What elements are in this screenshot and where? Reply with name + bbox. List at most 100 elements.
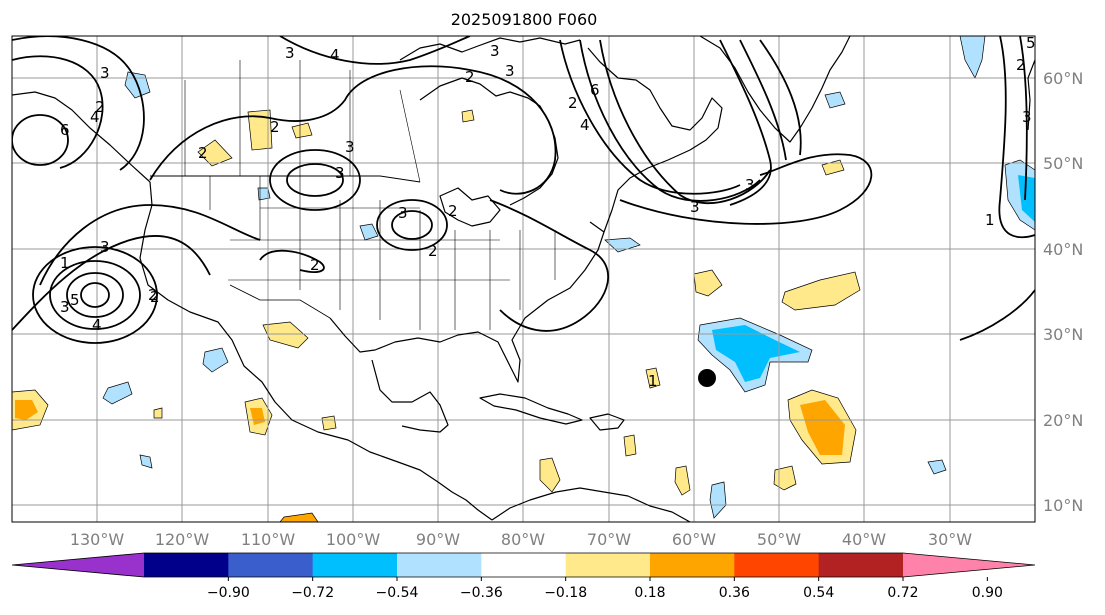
lon-label: 110°W xyxy=(241,530,296,549)
contour-line xyxy=(12,235,211,331)
neg-anomaly-region xyxy=(202,347,229,373)
contour-line xyxy=(739,39,787,161)
pos-anomaly-region xyxy=(821,159,845,176)
lon-label: 100°W xyxy=(326,530,381,549)
pos-anomaly-core xyxy=(800,400,845,455)
state-borders xyxy=(209,176,556,330)
contour-line xyxy=(66,272,124,318)
contour-label: 6 xyxy=(60,121,70,139)
contour-line xyxy=(579,39,761,202)
colorbar-tick-label: 0.90 xyxy=(972,585,1003,601)
pos-anomaly-region xyxy=(153,407,163,419)
contour-line xyxy=(489,199,609,332)
contour-label: 3 xyxy=(490,42,500,60)
contour-lines xyxy=(12,36,1035,344)
europe-africa-coast xyxy=(1027,59,1035,131)
colorbar-segment xyxy=(734,553,820,577)
pos-anomaly-region xyxy=(291,122,313,139)
contour-line xyxy=(279,36,471,65)
pos-anomaly-region xyxy=(262,321,309,349)
contour-label: 2 xyxy=(95,98,105,116)
lat-label: 20°N xyxy=(1043,411,1083,430)
contour-line xyxy=(80,282,110,308)
contour-line xyxy=(269,149,361,211)
colorbar-segment xyxy=(228,553,314,577)
contour-line xyxy=(32,246,158,344)
neg-anomaly-region xyxy=(139,454,153,469)
contour-label: 2 xyxy=(465,68,475,86)
lon-label: 130°W xyxy=(70,530,125,549)
colorbar-outline xyxy=(11,552,1036,578)
pos-anomaly-region xyxy=(279,512,319,522)
contour-line xyxy=(259,249,325,273)
colorbar-tick-label: −0.90 xyxy=(207,585,250,601)
lon-label: 120°W xyxy=(155,530,210,549)
neg-anomaly-region xyxy=(824,91,846,109)
lat-label: 40°N xyxy=(1043,240,1083,259)
south-america-coast xyxy=(491,487,691,522)
great-lakes xyxy=(439,187,501,227)
pos-anomaly-region xyxy=(781,271,861,311)
contour-label: 2 xyxy=(428,242,438,260)
contour-line xyxy=(12,55,104,169)
north-america-coast xyxy=(139,181,493,521)
neg-anomaly-region xyxy=(709,481,727,519)
neg-anomaly-region xyxy=(102,381,133,405)
lon-label: 80°W xyxy=(501,530,545,549)
coastlines xyxy=(12,36,1035,522)
contour-label: 1 xyxy=(60,254,70,272)
colorbar-tick-label: 0.54 xyxy=(803,585,834,601)
contour-line xyxy=(719,39,772,206)
contour-label: 3 xyxy=(1022,108,1032,126)
alaska-coast xyxy=(12,91,151,183)
mexico-borders xyxy=(229,284,331,319)
pos-anomaly-region xyxy=(645,367,661,389)
yucatan-coast xyxy=(371,359,449,433)
graticule xyxy=(12,36,1035,522)
contour-label: 3 xyxy=(345,138,355,156)
contour-label: 2 xyxy=(150,288,160,306)
contour-label: 2 xyxy=(448,202,458,220)
colorbar-tick-label: −0.54 xyxy=(376,585,419,601)
lat-label: 50°N xyxy=(1043,154,1083,173)
contour-line xyxy=(376,199,448,251)
neg-anomaly-region xyxy=(927,459,947,475)
colorbar-segment xyxy=(481,553,567,577)
contour-label-layer: 3 4 3 2 2 3 6 4 3 2 3 2 2 4 3 2 3 2 1 3 … xyxy=(60,36,1035,390)
contour-label: 3 xyxy=(745,176,755,194)
contour-label: 4 xyxy=(580,116,590,134)
colorbar-extend-high xyxy=(903,553,1035,577)
plot-title: 2025091800 F060 xyxy=(450,10,598,29)
longitude-axis: 130°W 120°W 110°W 100°W 90°W 80°W 70°W 6… xyxy=(70,530,972,549)
contour-label: 1 xyxy=(985,211,995,229)
contour-label: 3 xyxy=(60,298,70,316)
lat-label: 60°N xyxy=(1043,69,1083,88)
contour-line xyxy=(149,65,557,195)
cuba-coast xyxy=(479,393,583,425)
contour-label: 3 xyxy=(505,62,515,80)
contour-line xyxy=(759,39,802,156)
contour-line xyxy=(959,289,1035,341)
neg-anomaly-region xyxy=(959,36,986,79)
lat-label: 30°N xyxy=(1043,325,1083,344)
contour-label: 4 xyxy=(330,46,340,64)
pos-anomaly-core xyxy=(15,400,38,420)
contour-line xyxy=(12,36,145,171)
neg-anomaly-region xyxy=(257,187,271,201)
contour-label: 2 xyxy=(568,94,578,112)
contour-line xyxy=(286,163,344,197)
contour-label: 1 xyxy=(648,372,658,390)
neg-anomaly-region xyxy=(604,237,641,253)
colorbar-tick-label: 0.72 xyxy=(887,585,918,601)
contour-label: 3 xyxy=(100,238,110,256)
shaded-field-layer xyxy=(12,36,1035,522)
colorbar-tick-label: −0.72 xyxy=(291,585,334,601)
colorbar-segment xyxy=(650,553,735,577)
lon-label: 60°W xyxy=(672,530,716,549)
neg-anomaly-region xyxy=(359,223,379,241)
contour-label: 3 xyxy=(335,164,345,182)
contour-label: 3 xyxy=(100,64,110,82)
contour-label: 6 xyxy=(590,81,600,99)
contour-label: 2 xyxy=(270,118,280,136)
